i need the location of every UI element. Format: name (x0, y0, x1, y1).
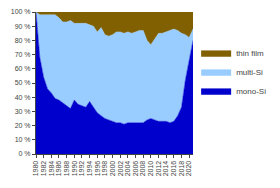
svg-text:2000: 2000 (109, 161, 116, 177)
svg-text:thin film: thin film (236, 49, 264, 58)
svg-text:1984: 1984 (48, 161, 55, 177)
svg-text:60 %: 60 % (15, 65, 31, 72)
svg-text:1982: 1982 (40, 161, 47, 177)
svg-text:2012: 2012 (155, 161, 162, 177)
svg-text:1988: 1988 (63, 161, 70, 177)
svg-text:2002: 2002 (117, 161, 124, 177)
svg-text:20 %: 20 % (15, 122, 31, 129)
svg-text:2004: 2004 (124, 161, 131, 177)
svg-text:2006: 2006 (132, 161, 139, 177)
svg-text:10 %: 10 % (15, 136, 31, 143)
svg-text:0 %: 0 % (19, 150, 31, 157)
svg-text:2008: 2008 (139, 161, 146, 177)
svg-text:1998: 1998 (101, 161, 108, 177)
svg-text:2014: 2014 (162, 161, 169, 177)
svg-text:40 %: 40 % (15, 94, 31, 101)
svg-text:80 %: 80 % (15, 37, 31, 44)
svg-text:2020: 2020 (185, 161, 192, 177)
svg-text:1994: 1994 (86, 161, 93, 177)
svg-text:90 %: 90 % (15, 23, 31, 30)
svg-text:1996: 1996 (94, 161, 101, 177)
svg-text:100 %: 100 % (11, 8, 31, 15)
svg-text:2010: 2010 (147, 161, 154, 177)
svg-text:1986: 1986 (55, 161, 62, 177)
svg-text:30 %: 30 % (15, 108, 31, 115)
svg-text:2018: 2018 (178, 161, 185, 177)
svg-text:70 %: 70 % (15, 51, 31, 58)
svg-text:2016: 2016 (170, 161, 177, 177)
svg-text:1980: 1980 (32, 161, 39, 177)
svg-text:mono-Si: mono-Si (236, 87, 266, 96)
svg-text:50 %: 50 % (15, 79, 31, 86)
svg-text:1992: 1992 (78, 161, 85, 177)
svg-text:1990: 1990 (71, 161, 78, 177)
svg-text:multi-Si: multi-Si (236, 68, 263, 77)
